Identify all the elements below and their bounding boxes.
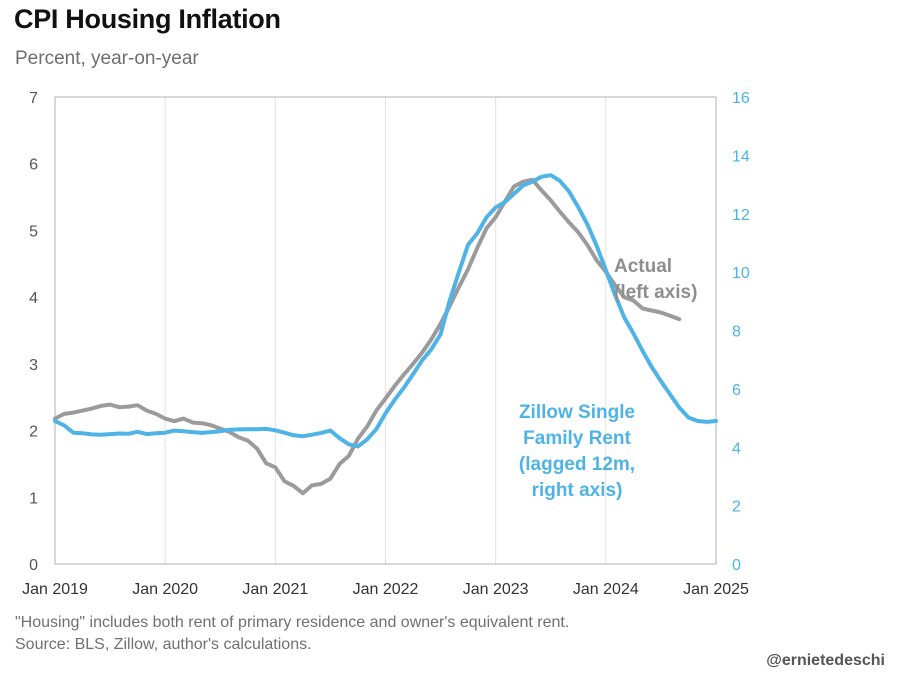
x-tick-label: Jan 2025: [683, 581, 749, 598]
gridlines: [164, 97, 607, 564]
y-right-tick-label: 14: [732, 148, 750, 165]
x-tick-label: Jan 2023: [463, 581, 529, 598]
y-left-tick-label: 3: [29, 357, 38, 374]
author-handle: @ernietedeschi: [766, 652, 885, 669]
zillow-annotation: Family Rent: [523, 428, 631, 449]
chart-title: CPI Housing Inflation: [14, 4, 281, 34]
y-left-tick-label: 1: [29, 490, 38, 507]
y-left-tick-label: 4: [29, 290, 38, 307]
y-left-tick-label: 2: [29, 424, 38, 441]
y-right-tick-label: 10: [732, 265, 750, 282]
x-tick-label: Jan 2021: [242, 581, 308, 598]
x-tick-label: Jan 2019: [22, 581, 88, 598]
x-tick-label: Jan 2022: [353, 581, 419, 598]
y-left-tick-label: 5: [29, 223, 38, 240]
actual-series-line: [53, 177, 682, 496]
actual-annotation: Actual: [614, 256, 672, 277]
housing-definition-note: "Housing" includes both rent of primary …: [15, 614, 570, 631]
y-right-tick-label: 16: [732, 90, 750, 107]
plot-frame: [54, 96, 717, 565]
y-right-tick-label: 2: [732, 499, 741, 516]
source-note: Source: BLS, Zillow, author's calculatio…: [15, 636, 312, 653]
axis-tick-labels: Jan 2019 Jan 2020 Jan 2021 Jan 2022 Jan 2023…: [22, 90, 750, 598]
x-tick-label: Jan 2020: [132, 581, 198, 598]
y-right-tick-label: 6: [732, 382, 741, 399]
y-left-tick-label: 7: [29, 90, 38, 107]
y-right-tick-label: 8: [732, 324, 741, 341]
zillow-annotation: (lagged 12m,: [519, 454, 635, 475]
x-tick-label: Jan 2024: [573, 581, 639, 598]
series-annotations: Actual (left axis) Zillow Single Family Ren…: [519, 256, 698, 501]
series-lines: [53, 173, 718, 496]
y-right-tick-label: 4: [732, 440, 741, 457]
y-right-tick-label: 0: [732, 557, 741, 574]
zillow-annotation: Zillow Single: [519, 402, 635, 423]
actual-annotation: (left axis): [614, 282, 697, 303]
zillow-series-line: [53, 173, 718, 449]
y-left-tick-label: 6: [29, 157, 38, 174]
zillow-annotation: right axis): [532, 480, 623, 501]
y-right-tick-label: 12: [732, 207, 750, 224]
y-left-tick-label: 0: [29, 557, 38, 574]
chart-subtitle: Percent, year-on-year: [15, 48, 199, 69]
